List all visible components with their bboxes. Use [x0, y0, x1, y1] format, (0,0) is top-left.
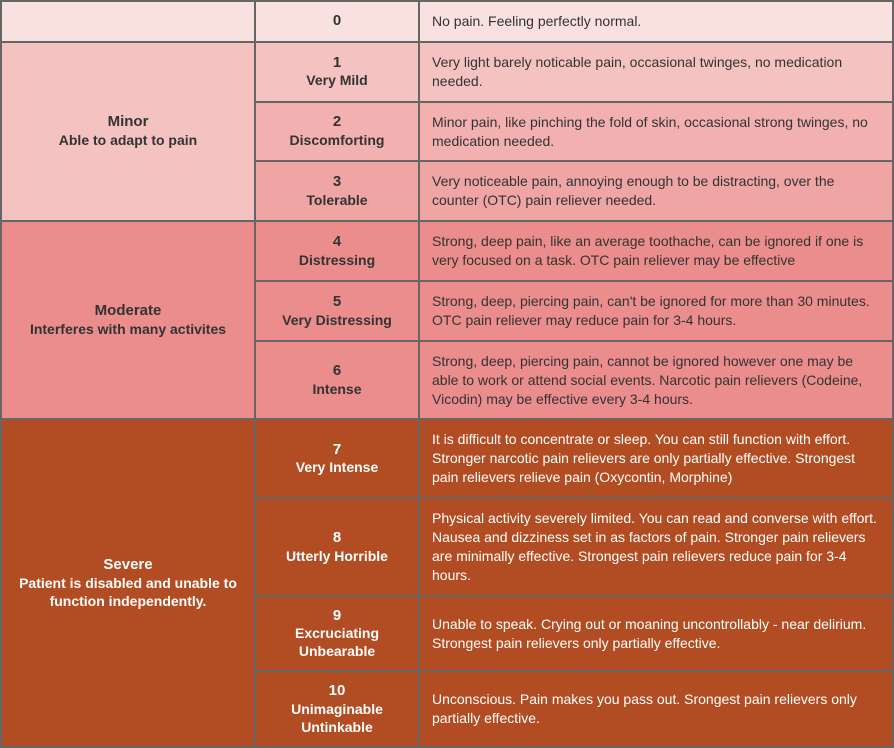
level-num: 8 — [333, 529, 341, 548]
level-3-desc: Very noticeable pain, annoying enough to… — [419, 161, 893, 221]
category-subtitle: Interferes with many activites — [30, 321, 226, 339]
level-1-desc: Very light barely noticable pain, occasi… — [419, 42, 893, 102]
level-name: Intense — [312, 381, 361, 399]
level-name: Distressing — [299, 252, 375, 270]
level-num: 10 — [329, 682, 346, 701]
level-6-desc: Strong, deep, piercing pain, cannot be i… — [419, 341, 893, 420]
level-5: 5Very Distressing — [255, 281, 419, 341]
level-name: Very Mild — [306, 72, 367, 90]
header-category-blank — [1, 1, 255, 42]
level-5-desc: Strong, deep, piercing pain, can't be ig… — [419, 281, 893, 341]
category-title: Severe — [103, 556, 152, 575]
level-num: 3 — [333, 173, 341, 192]
level-2-desc: Minor pain, like pinching the fold of sk… — [419, 102, 893, 162]
level-9: 9ExcruciatingUnbearable — [255, 596, 419, 672]
level-name-2: Unbearable — [299, 643, 375, 661]
level-10-desc: Unconscious. Pain makes you pass out. Sr… — [419, 671, 893, 747]
pain-scale-table: 0 No pain. Feeling perfectly normal. Minor… — [0, 0, 894, 748]
category-minor: MinorAble to adapt to pain — [1, 42, 255, 221]
level-8-desc: Physical activity severely limited. You … — [419, 498, 893, 596]
level-9-desc: Unable to speak. Crying out or moaning u… — [419, 596, 893, 672]
level-name: Unimaginable — [291, 701, 383, 719]
level-num: 2 — [333, 113, 341, 132]
level-10: 10UnimaginableUntinkable — [255, 671, 419, 747]
level-name: Tolerable — [306, 192, 367, 210]
level-name: Very Intense — [296, 459, 379, 477]
level-name: Excruciating — [295, 625, 379, 643]
level-num: 1 — [333, 54, 341, 73]
level-name: Utterly Horrible — [286, 548, 388, 566]
level-num: 4 — [333, 233, 341, 252]
level-num: 7 — [333, 441, 341, 460]
level-7: 7Very Intense — [255, 419, 419, 498]
category-severe: SeverePatient is disabled and unable to … — [1, 419, 255, 747]
level-7-desc: It is difficult to concentrate or sleep.… — [419, 419, 893, 498]
category-subtitle: Able to adapt to pain — [59, 132, 197, 150]
level-4-desc: Strong, deep pain, like an average tooth… — [419, 221, 893, 281]
level-4: 4Distressing — [255, 221, 419, 281]
level-num: 5 — [333, 293, 341, 312]
level-1: 1Very Mild — [255, 42, 419, 102]
level-2: 2Discomforting — [255, 102, 419, 162]
level-num: 6 — [333, 362, 341, 381]
category-subtitle: Patient is disabled and unable to functi… — [14, 575, 242, 610]
level-name: Discomforting — [290, 132, 385, 150]
category-title: Minor — [108, 113, 149, 132]
category-title: Moderate — [95, 302, 162, 321]
level-0: 0 — [255, 1, 419, 42]
category-moderate: ModerateInterferes with many activites — [1, 221, 255, 419]
level-6: 6Intense — [255, 341, 419, 420]
level-8: 8Utterly Horrible — [255, 498, 419, 596]
level-3: 3Tolerable — [255, 161, 419, 221]
level-num: 9 — [333, 607, 341, 626]
level-0-num: 0 — [333, 12, 341, 31]
level-0-desc: No pain. Feeling perfectly normal. — [419, 1, 893, 42]
level-name: Very Distressing — [282, 312, 392, 330]
